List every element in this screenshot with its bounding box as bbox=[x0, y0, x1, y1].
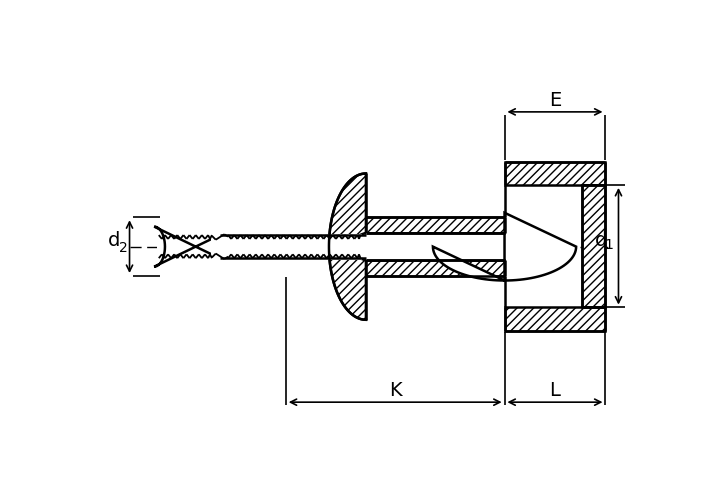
Text: 1: 1 bbox=[605, 238, 613, 251]
Text: 2: 2 bbox=[119, 241, 128, 255]
Polygon shape bbox=[364, 233, 506, 260]
Polygon shape bbox=[366, 217, 505, 233]
Polygon shape bbox=[226, 234, 362, 260]
Polygon shape bbox=[329, 247, 366, 320]
Polygon shape bbox=[329, 174, 366, 320]
Text: L: L bbox=[550, 381, 560, 400]
Text: d: d bbox=[595, 231, 608, 249]
Polygon shape bbox=[157, 234, 221, 260]
Text: E: E bbox=[549, 91, 561, 110]
Polygon shape bbox=[583, 185, 605, 308]
Text: d: d bbox=[108, 231, 121, 250]
Polygon shape bbox=[505, 162, 605, 185]
Polygon shape bbox=[366, 260, 505, 276]
Polygon shape bbox=[505, 185, 583, 308]
Polygon shape bbox=[433, 213, 576, 281]
Text: K: K bbox=[389, 381, 401, 400]
Polygon shape bbox=[154, 227, 220, 267]
Polygon shape bbox=[366, 233, 505, 260]
Polygon shape bbox=[505, 308, 605, 330]
Polygon shape bbox=[211, 232, 229, 261]
Polygon shape bbox=[329, 174, 366, 247]
